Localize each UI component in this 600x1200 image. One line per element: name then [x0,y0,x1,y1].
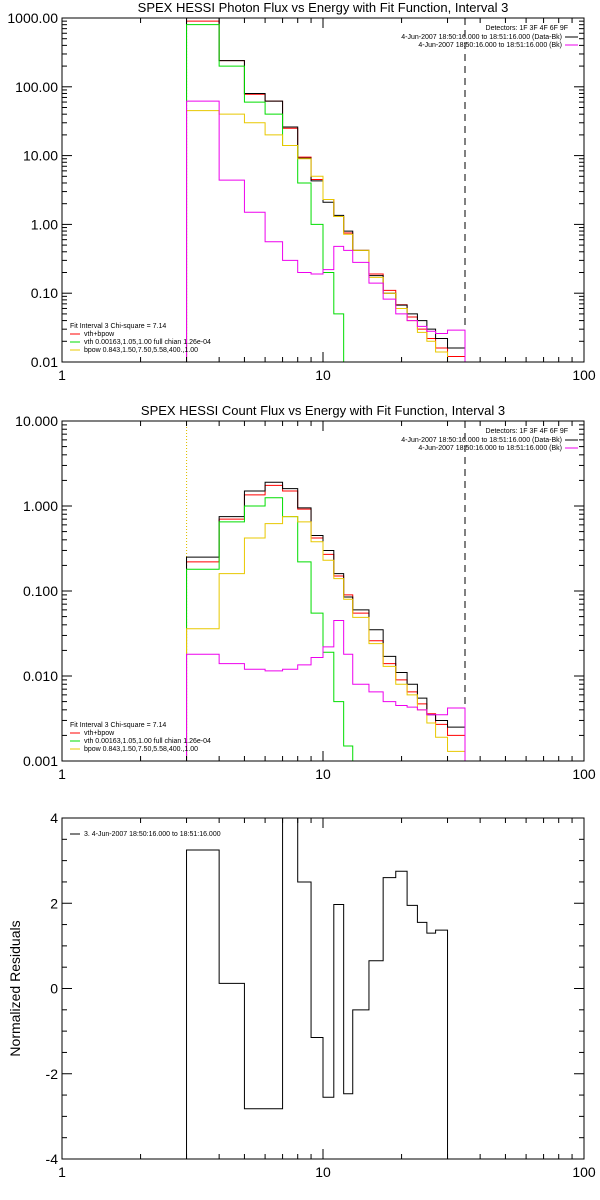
chart-title: SPEX HESSI Photon Flux vs Energy with Fi… [138,0,509,15]
legend-fit-header: Fit Interval 3 Chi-square = 7.14 [70,323,166,330]
chart-panel-3: 1 10 100 -4 -2 0 2 4 Normalized Residuals 3. 4-Ju… [7,810,596,1180]
series-vth [186,24,345,362]
series-bk [186,100,466,362]
y-tick-label: 0 [50,981,58,997]
legend-detectors: Detectors: 1F 3F 4F 6F 9F [486,428,568,435]
y-tick-label: 100.00 [15,79,58,95]
x-tick-label: 100 [572,766,596,782]
x-tick-label: 10 [315,766,331,782]
legend-fit-header: Fit Interval 3 Chi-square = 7.14 [70,722,166,729]
x-tick-label: 100 [572,367,596,383]
legend-detectors: Detectors: 1F 3F 4F 6F 9F [486,25,568,32]
series-data-bk [186,481,466,761]
x-tick-label: 1 [58,766,66,782]
y-axis-label: Normalized Residuals [7,920,23,1056]
y-tick-label: 10.00 [23,148,58,164]
legend-entry: bpow 0.843,1.50,7.50,5.58,400.,1.00 [84,746,198,753]
x-tick-label: 10 [315,367,331,383]
legend-entry: vth 0.00163,1.05,1.00 full chian 1.26e-0… [84,738,211,745]
legend-entry: 4-Jun-2007 18:50:16.000 to 18:51:16.000 … [418,445,562,452]
legend-entry: 4-Jun-2007 18:50:16.000 to 18:51:16.000 … [401,34,562,41]
series-vth [186,497,354,761]
y-tick-label: 0.100 [23,583,58,599]
legend-entry: bpow 0.843,1.50,7.50,5.58,400.,1.00 [84,347,198,354]
x-tick-label: 1 [58,367,66,383]
plot-frame [61,817,585,1160]
legend-entry: vth+bpow [84,730,115,737]
series-bpow [186,516,466,761]
chart-panel-1: SPEX HESSI Photon Flux vs Energy with Fi… [7,0,596,383]
y-tick-label: 2 [50,895,58,911]
legend-entry: 4-Jun-2007 18:50:16.000 to 18:51:16.000 … [418,42,562,49]
y-tick-label: -4 [46,1151,59,1167]
plot-frame [61,420,585,762]
series-bpow [186,110,466,362]
legend-entry: vth+bpow [84,331,115,338]
x-tick-label: 10 [315,1164,331,1180]
y-tick-label: -2 [46,1066,59,1082]
y-tick-label: 4 [50,810,58,826]
legend-entry: vth 0.00163,1.05,1.00 full chian 1.26e-0… [84,339,211,346]
y-tick-label: 0.001 [23,753,58,769]
series-data-bk [186,18,466,362]
y-tick-label: 0.10 [31,285,58,301]
y-tick-label: 10.000 [15,413,58,429]
chart-panel-2: SPEX HESSI Count Flux vs Energy with Fit… [15,403,596,782]
x-tick-label: 1 [58,1164,66,1180]
chart-title: SPEX HESSI Count Flux vs Energy with Fit… [141,403,505,418]
y-tick-label: 1.00 [31,216,58,232]
series-residuals [186,818,466,1159]
y-tick-label: 0.01 [31,354,58,370]
y-tick-label: 0.010 [23,668,58,684]
series-vth-bpow [186,484,466,761]
y-tick-label: 1000.00 [7,10,58,26]
legend-entry: 3. 4-Jun-2007 18:50:16.000 to 18:51:16.0… [84,831,221,838]
series-vth-bpow [186,20,466,362]
series-bk [186,619,466,761]
y-tick-label: 1.000 [23,498,58,514]
legend-entry: 4-Jun-2007 18:50:16.000 to 18:51:16.000 … [401,437,562,444]
x-tick-label: 100 [572,1164,596,1180]
